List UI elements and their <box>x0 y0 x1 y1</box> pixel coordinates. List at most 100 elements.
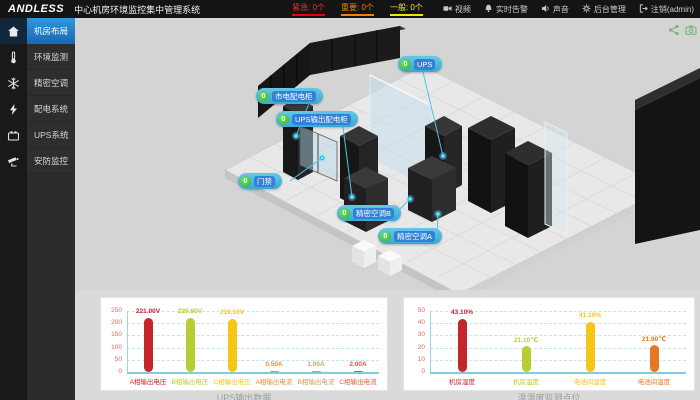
sidebar-item-room-layout[interactable]: 机房布局 <box>0 18 75 44</box>
tag-label: 精密空调B <box>353 207 395 219</box>
snapshot-camera-icon[interactable] <box>685 24 697 36</box>
y-axis-tick: 150 <box>111 331 122 339</box>
x-axis-category-label: B相输出电压 <box>171 379 209 386</box>
y-axis-line <box>430 311 431 372</box>
gridline <box>127 311 379 312</box>
y-axis-tick: 20 <box>417 343 425 351</box>
alarm-count-badge: 0 <box>278 113 289 125</box>
y-axis-tick: 10 <box>417 355 425 363</box>
tag-door-access[interactable]: 0 门禁 <box>238 173 282 189</box>
sidebar-item-precision-ac[interactable]: 精密空调 <box>0 70 75 96</box>
gridline <box>127 335 379 337</box>
bar <box>143 318 153 372</box>
home-icon <box>0 18 27 44</box>
sidebar-item-power-distribution[interactable]: 配电系统 <box>0 96 75 122</box>
chart-title-temp-humidity: 温湿度监测点位 <box>517 393 581 400</box>
menu-sound[interactable]: 声音 <box>541 4 569 15</box>
speaker-icon <box>541 4 550 15</box>
bar-value-label: 220.80V <box>177 308 203 316</box>
alarm-count-badge: 0 <box>258 90 269 102</box>
bar-value-label: 0.50A <box>265 360 283 368</box>
top-header-bar: ANDLESS 中心机房环境监控集中管理系统 紧急: 0个 重要: 0个 一般:… <box>0 0 700 18</box>
bar-value-label: 219.10V <box>219 308 245 316</box>
sidebar-item-label: 配电系统 <box>27 96 75 122</box>
menu-logout-label: 注销(admin) <box>650 4 694 14</box>
alarm-minor[interactable]: 一般: 0个 <box>389 2 423 16</box>
bar <box>521 346 531 372</box>
sidebar-item-environment[interactable]: 环境监测 <box>0 44 75 70</box>
alarm-major[interactable]: 重要: 0个 <box>341 3 374 16</box>
x-axis-category-label: 电池间温度 <box>637 379 671 386</box>
alarm-major-underline <box>341 13 374 16</box>
x-axis-category-label: 电池间湿度 <box>573 379 607 386</box>
alarm-critical-label: 紧急: <box>292 2 311 12</box>
alarm-minor-label: 一般: <box>389 2 409 12</box>
y-axis-tick: 100 <box>111 343 122 351</box>
x-axis-category-label: A相输出电压 <box>129 379 167 386</box>
bar-value-label: 2.00A <box>349 360 367 368</box>
cctv-camera-icon <box>0 148 27 174</box>
tag-label: UPS输出配电柜 <box>292 113 351 125</box>
scene-toolbar <box>668 24 697 36</box>
menu-admin[interactable]: 后台管理 <box>582 4 626 15</box>
menu-video-label: 视频 <box>454 4 471 14</box>
alarm-count-badge: 0 <box>240 175 251 187</box>
x-axis-category-label: C相输出电流 <box>339 379 377 386</box>
thermometer-icon <box>0 44 27 70</box>
y-axis-tick: 50 <box>114 355 122 363</box>
alarm-counters: 紧急: 0个 重要: 0个 一般: 0个 <box>292 3 423 16</box>
gridline <box>430 323 686 325</box>
menu-sound-label: 声音 <box>552 4 569 14</box>
menu-realtime-alarm-label: 实时告警 <box>495 4 528 14</box>
x-axis-category-label: C相输出电压 <box>213 379 251 386</box>
share-icon[interactable] <box>668 24 680 36</box>
left-nav-sidebar: 机房布局 环境监测 精密空调 配电系统 UPS系统 安防监控 <box>0 18 75 400</box>
gridline <box>430 311 686 312</box>
gridline <box>430 347 686 349</box>
y-axis-tick: 250 <box>111 307 122 314</box>
logout-icon <box>639 3 648 15</box>
alarm-count-badge: 0 <box>380 230 391 242</box>
tag-precision-ac-b[interactable]: 0 精密空调B <box>337 205 402 221</box>
y-axis-tick: 0 <box>118 368 122 375</box>
gridline <box>127 347 379 349</box>
brand-logo: ANDLESS <box>8 3 65 15</box>
bar-value-label: 221.00V <box>135 308 161 316</box>
y-axis-tick: 200 <box>111 319 122 327</box>
x-axis-line <box>430 372 686 374</box>
gridline <box>430 359 686 361</box>
tag-label: 精密空调A <box>394 230 436 242</box>
bar <box>311 370 321 372</box>
menu-realtime-alarm[interactable]: 实时告警 <box>484 4 528 15</box>
y-axis-tick: 30 <box>417 331 425 339</box>
gridline <box>430 335 686 337</box>
tag-precision-ac-a[interactable]: 0 精密空调A <box>378 228 443 244</box>
alarm-major-label: 重要: <box>341 2 360 12</box>
sidebar-item-ups[interactable]: UPS系统 <box>0 122 75 148</box>
y-axis-line <box>127 311 128 372</box>
lightning-bolt-icon <box>0 96 27 122</box>
x-axis-category-label: B相输出电流 <box>297 379 335 386</box>
tag-label: 市电配电柜 <box>272 90 316 102</box>
sidebar-item-security[interactable]: 安防监控 <box>0 148 75 174</box>
menu-logout[interactable]: 注销(admin) <box>639 3 694 15</box>
x-axis-category-label: 机房温度 <box>513 379 539 386</box>
y-axis-tick: 0 <box>421 368 425 375</box>
gear-icon <box>582 4 591 15</box>
tag-mains-distribution-cabinet[interactable]: 0 市电配电柜 <box>256 88 323 104</box>
x-axis-category-label: A相输出电流 <box>255 379 293 386</box>
bar <box>227 318 237 372</box>
x-axis-line <box>127 372 379 374</box>
room-3d-view[interactable]: 0 市电配电柜 0 UPS输出配电柜 0 UPS 0 门禁 0 精密空调B 0 … <box>75 18 700 290</box>
tag-ups[interactable]: 0 UPS <box>398 56 443 72</box>
menu-video[interactable]: 视频 <box>443 4 471 15</box>
chart-panel-ups-output: 0 50 100 150 200 250 221.00V A相输出电压 220.80V B相输出电… <box>100 297 388 391</box>
alarm-count-badge: 0 <box>400 58 411 70</box>
tag-ups-output-cabinet[interactable]: 0 UPS输出配电柜 <box>276 111 358 127</box>
battery-icon <box>0 122 27 148</box>
video-icon <box>443 4 452 15</box>
bar <box>457 319 467 372</box>
alarm-critical[interactable]: 紧急: 0个 <box>292 2 326 16</box>
header-menu: 视频 实时告警 声音 后台管理 注销(admin) <box>443 3 694 15</box>
